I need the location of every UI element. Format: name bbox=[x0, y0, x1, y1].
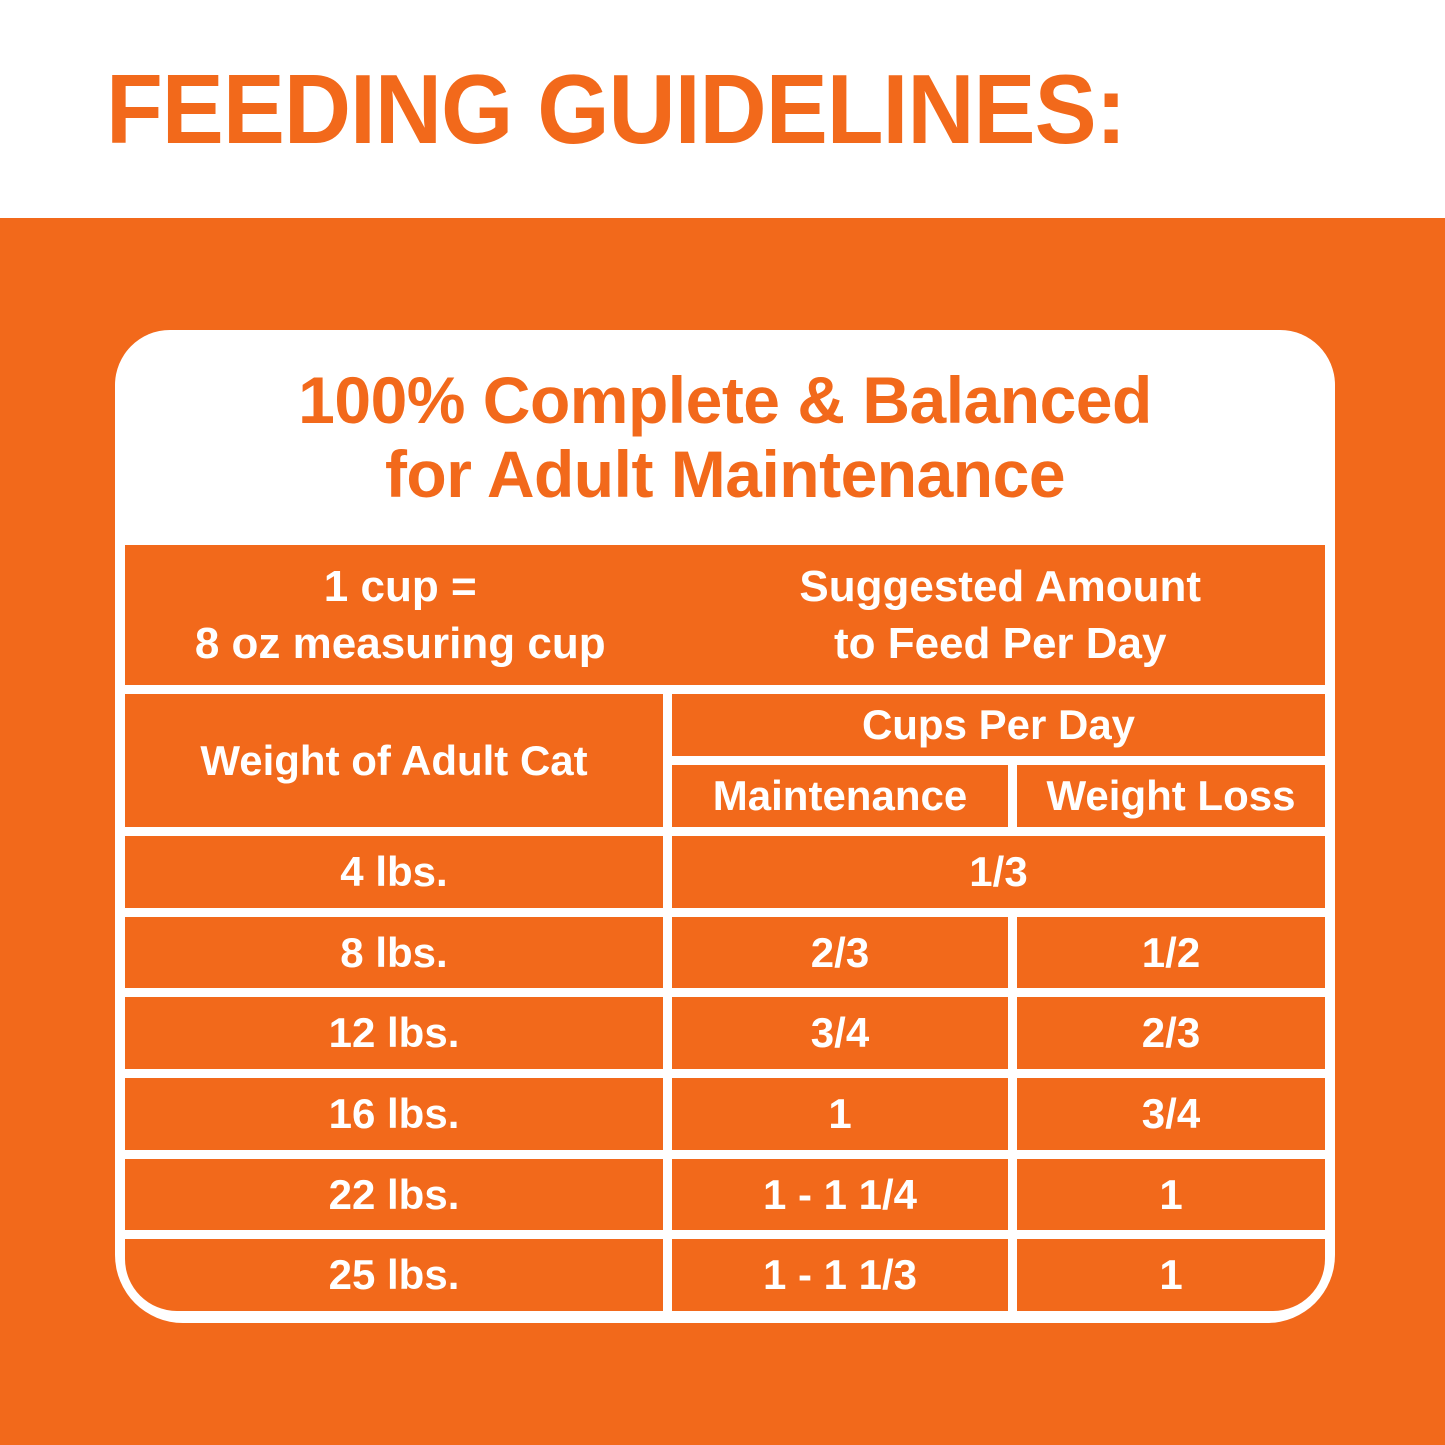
suggested-line2: to Feed Per Day bbox=[833, 619, 1167, 668]
page-title: FEEDING GUIDELINES: bbox=[106, 53, 1127, 164]
weight-cell: 12 lbs. bbox=[125, 997, 663, 1070]
table-row: 8 lbs. 2/3 1/2 bbox=[125, 916, 1325, 989]
maintenance-cell: 1 bbox=[672, 1078, 1008, 1150]
cup-info-band: 1 cup = 8 oz measuring cup Suggested Amo… bbox=[125, 545, 1325, 685]
panel-heading-line2: for Adult Maintenance bbox=[384, 436, 1066, 511]
panel-heading: 100% Complete & Balanced for Adult Maint… bbox=[115, 330, 1335, 545]
orange-background: 100% Complete & Balanced for Adult Maint… bbox=[0, 218, 1445, 1445]
cup-note-line2: 8 oz measuring cup bbox=[194, 619, 606, 668]
cup-note-line1: 1 cup = bbox=[323, 561, 477, 611]
column-header-cups-per-day: Cups Per Day bbox=[672, 694, 1325, 756]
weight-loss-cell: 1 bbox=[1017, 1158, 1325, 1231]
panel-heading-line1: 100% Complete & Balanced bbox=[298, 362, 1152, 437]
column-header-weight-loss: Weight Loss bbox=[1017, 765, 1325, 827]
cups-subcolumns: Maintenance Weight Loss bbox=[672, 765, 1325, 827]
column-header-weight: Weight of Adult Cat bbox=[125, 694, 663, 827]
weight-loss-cell: 3/4 bbox=[1017, 1078, 1325, 1150]
title-band: FEEDING GUIDELINES: bbox=[0, 0, 1445, 218]
table-header-row-columns: Weight of Adult Cat Cups Per Day Mainten… bbox=[125, 694, 1325, 827]
weight-loss-cell: 1 bbox=[1017, 1239, 1325, 1312]
weight-cell: 25 lbs. bbox=[125, 1239, 663, 1312]
merged-amount-cell: 1/3 bbox=[672, 836, 1325, 908]
maintenance-cell: 2/3 bbox=[672, 916, 1008, 989]
table-row: 25 lbs. 1 - 1 1/3 1 bbox=[125, 1239, 1325, 1312]
weight-cell: 16 lbs. bbox=[125, 1078, 663, 1150]
feeding-table: 1 cup = 8 oz measuring cup Suggested Amo… bbox=[115, 545, 1335, 1323]
guidelines-panel: 100% Complete & Balanced for Adult Maint… bbox=[115, 330, 1335, 1323]
weight-loss-cell: 2/3 bbox=[1017, 997, 1325, 1070]
weight-cell: 4 lbs. bbox=[125, 836, 663, 908]
weight-cell: 22 lbs. bbox=[125, 1158, 663, 1231]
cup-note: 1 cup = 8 oz measuring cup bbox=[125, 545, 675, 685]
suggested-amount: Suggested Amount to Feed Per Day bbox=[675, 545, 1325, 685]
weight-cell: 8 lbs. bbox=[125, 916, 663, 989]
table-row: 4 lbs. 1/3 bbox=[125, 836, 1325, 908]
table-row: 22 lbs. 1 - 1 1/4 1 bbox=[125, 1158, 1325, 1231]
table-row: 12 lbs. 3/4 2/3 bbox=[125, 997, 1325, 1070]
weight-loss-cell: 1/2 bbox=[1017, 916, 1325, 989]
cups-per-day-group: Cups Per Day Maintenance Weight Loss bbox=[672, 694, 1325, 827]
table-row: 16 lbs. 1 3/4 bbox=[125, 1078, 1325, 1150]
maintenance-cell: 3/4 bbox=[672, 997, 1008, 1070]
maintenance-cell: 1 - 1 1/3 bbox=[672, 1239, 1008, 1312]
table-header-row-cup-info: 1 cup = 8 oz measuring cup Suggested Amo… bbox=[125, 545, 1325, 685]
column-header-maintenance: Maintenance bbox=[672, 765, 1008, 827]
suggested-line1: Suggested Amount bbox=[799, 561, 1202, 611]
maintenance-cell: 1 - 1 1/4 bbox=[672, 1158, 1008, 1231]
